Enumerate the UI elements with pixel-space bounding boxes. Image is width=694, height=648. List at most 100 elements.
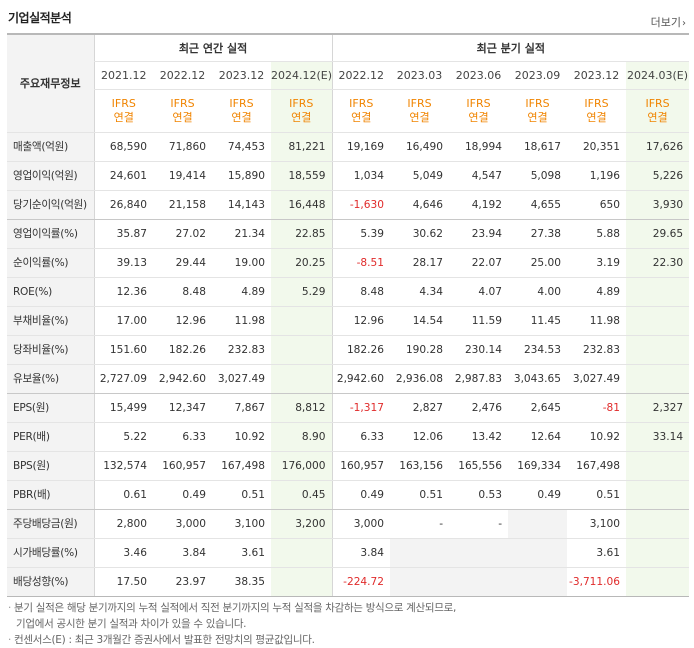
row-label: 시가배당률(%) xyxy=(7,538,94,568)
row-label: 당기순이익(억원) xyxy=(7,190,94,220)
period-header: 2024.12(E) xyxy=(271,61,333,90)
basis-scope: 연결 xyxy=(409,110,430,124)
table-row: 당좌비율(%) 151.60 182.26 232.83 182.26 190.28 230… xyxy=(7,335,690,365)
table-cell: 5.22 xyxy=(93,422,153,452)
group-quarter-header: 최근 분기 실적 xyxy=(331,33,690,62)
table-cell xyxy=(626,509,690,539)
table-cell: 190.28 xyxy=(390,335,450,365)
period-header: 2022.12 xyxy=(153,61,212,90)
table-cell xyxy=(626,451,690,481)
table-cell xyxy=(390,538,450,568)
table-cell: 0.51 xyxy=(567,480,627,510)
table-cell xyxy=(508,538,568,568)
table-cell xyxy=(271,306,333,336)
table-cell: 2,827 xyxy=(390,393,450,423)
more-label: 더보기 xyxy=(650,16,681,29)
table-cell: 165,556 xyxy=(449,451,509,481)
table-cell: 1,034 xyxy=(331,161,391,191)
table-cell: 4,646 xyxy=(390,190,450,220)
table-cell xyxy=(626,306,690,336)
table-row: 주당배당금(원) 2,800 3,000 3,100 3,200 3,000- -3,100 xyxy=(7,509,690,539)
row-label: 순이익률(%) xyxy=(7,248,94,278)
footnote-1: · 분기 실적은 해당 분기까지의 누적 실적에서 직전 분기까지의 누적 실적을… xyxy=(8,602,457,614)
footnote-2: · 컨센서스(E) : 최근 3개월간 증권사에서 발표한 전망치의 평균값입니다… xyxy=(8,634,315,646)
period-header: 2024.03(E) xyxy=(626,61,690,90)
table-cell: 4.89 xyxy=(212,277,271,307)
table-cell: -1,630 xyxy=(331,190,391,220)
table-cell: 25.00 xyxy=(508,248,568,278)
table-cell: 20.25 xyxy=(271,248,333,278)
table-cell: 2,942.60 xyxy=(153,364,212,394)
footnote-1-cont: 기업에서 공시한 분기 실적과 차이가 있을 수 있습니다. xyxy=(16,618,247,630)
table-cell: 28.17 xyxy=(390,248,450,278)
table-cell: 18,994 xyxy=(449,132,509,162)
period-header: 2023.03 xyxy=(390,61,450,90)
row-label: 부채비율(%) xyxy=(7,306,94,336)
table-cell xyxy=(449,567,509,597)
table-cell: 10.92 xyxy=(567,422,627,452)
table-cell: 182.26 xyxy=(153,335,212,365)
basis-standard: IFRS xyxy=(289,96,314,110)
table-cell: 3,027.49 xyxy=(212,364,271,394)
table-cell: 2,476 xyxy=(449,393,509,423)
basis-scope: 연결 xyxy=(586,110,607,124)
row-label: PBR(배) xyxy=(7,480,94,510)
table-cell: 74,453 xyxy=(212,132,271,162)
period-header: 2023.12 xyxy=(212,61,271,90)
table-cell: 8.90 xyxy=(271,422,333,452)
row-label: 주당배당금(원) xyxy=(7,509,94,539)
table-cell: 5.29 xyxy=(271,277,333,307)
basis-standard: IFRS xyxy=(466,96,491,110)
table-cell: 4.34 xyxy=(390,277,450,307)
table-cell: 0.49 xyxy=(331,480,391,510)
table-cell: 71,860 xyxy=(153,132,212,162)
more-link[interactable]: 더보기› xyxy=(651,14,686,30)
table-cell: 3.46 xyxy=(93,538,153,568)
table-cell: 3.84 xyxy=(153,538,212,568)
table-cell: 4.00 xyxy=(508,277,568,307)
table-cell: 0.49 xyxy=(508,480,568,510)
table-cell: 12.96 xyxy=(153,306,212,336)
table-cell: 12.36 xyxy=(93,277,153,307)
row-label: 배당성향(%) xyxy=(7,567,94,597)
table-cell: 12,347 xyxy=(153,393,212,423)
table-cell: 4,192 xyxy=(449,190,509,220)
table-cell: 10.92 xyxy=(212,422,271,452)
table-cell: 3,000 xyxy=(153,509,212,539)
table-row: 시가배당률(%) 3.46 3.84 3.61 3.84 3.61 xyxy=(7,538,690,568)
table-cell: 6.33 xyxy=(153,422,212,452)
table-row: 순이익률(%) 39.13 29.44 19.00 20.25 -8.51 28.17 22.… xyxy=(7,248,690,278)
table-cell: 3,043.65 xyxy=(508,364,568,394)
table-cell: 160,957 xyxy=(331,451,391,481)
table-cell: 22.07 xyxy=(449,248,509,278)
table-cell: 8.48 xyxy=(153,277,212,307)
basis-header: IFRS 연결 xyxy=(153,89,212,133)
table-cell: 19,169 xyxy=(331,132,391,162)
table-cell: 16,490 xyxy=(390,132,450,162)
table-cell: 27.38 xyxy=(508,219,568,249)
table-cell: 2,327 xyxy=(626,393,690,423)
basis-standard: IFRS xyxy=(349,96,374,110)
table-cell: 81,221 xyxy=(271,132,333,162)
table-cell: 7,867 xyxy=(212,393,271,423)
table-cell: 27.02 xyxy=(153,219,212,249)
period-header: 2023.09 xyxy=(508,61,568,90)
table-cell: 4.89 xyxy=(567,277,627,307)
table-cell: 20,351 xyxy=(567,132,627,162)
table-cell: 3,100 xyxy=(567,509,627,539)
table-cell: 21,158 xyxy=(153,190,212,220)
table-row: EPS(원) 15,499 12,347 7,867 8,812 -1,317 2,827 2… xyxy=(7,393,690,423)
table-cell: - xyxy=(390,509,450,539)
table-cell: 12.64 xyxy=(508,422,568,452)
table-cell: 38.35 xyxy=(212,567,271,597)
row-header-label: 주요재무정보 xyxy=(7,33,94,133)
footnotes: · 분기 실적은 해당 분기까지의 누적 실적에서 직전 분기까지의 누적 실적을… xyxy=(8,600,456,648)
table-cell: 167,498 xyxy=(567,451,627,481)
table-cell: 176,000 xyxy=(271,451,333,481)
table-row: 배당성향(%) 17.50 23.97 38.35 -224.72 -3,711.06 xyxy=(7,567,690,597)
table-row: 영업이익(억원) 24,601 19,414 15,890 18,559 1,034 5,0… xyxy=(7,161,690,191)
table-cell: 11.59 xyxy=(449,306,509,336)
table-cell: 17.00 xyxy=(93,306,153,336)
table-cell: 29.44 xyxy=(153,248,212,278)
row-label: EPS(원) xyxy=(7,393,94,423)
